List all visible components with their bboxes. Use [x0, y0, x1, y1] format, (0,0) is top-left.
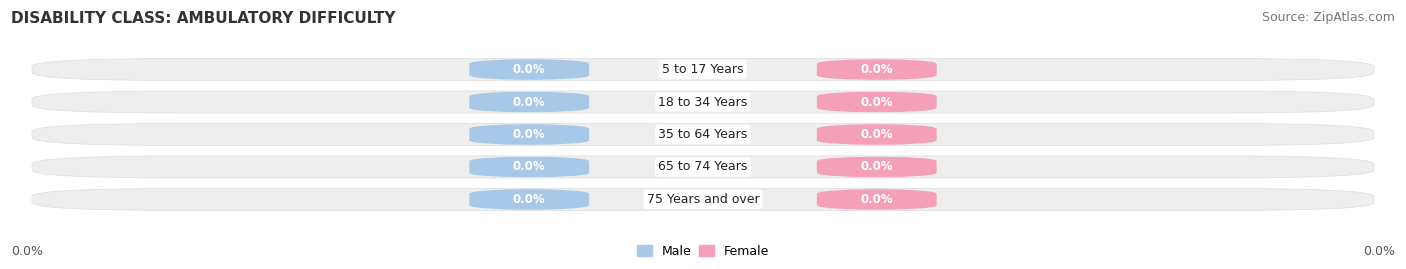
Text: 0.0%: 0.0% — [513, 128, 546, 141]
Text: 65 to 74 Years: 65 to 74 Years — [658, 161, 748, 174]
FancyBboxPatch shape — [470, 91, 589, 113]
Text: 0.0%: 0.0% — [860, 63, 893, 76]
FancyBboxPatch shape — [470, 156, 589, 178]
Text: 0.0%: 0.0% — [860, 95, 893, 108]
FancyBboxPatch shape — [817, 59, 936, 80]
FancyBboxPatch shape — [32, 156, 1374, 178]
Text: 0.0%: 0.0% — [860, 128, 893, 141]
FancyBboxPatch shape — [817, 124, 936, 145]
FancyBboxPatch shape — [470, 124, 589, 145]
Text: 0.0%: 0.0% — [513, 95, 546, 108]
FancyBboxPatch shape — [32, 123, 1374, 146]
FancyBboxPatch shape — [817, 91, 936, 113]
FancyBboxPatch shape — [817, 189, 936, 210]
Text: 35 to 64 Years: 35 to 64 Years — [658, 128, 748, 141]
Text: 5 to 17 Years: 5 to 17 Years — [662, 63, 744, 76]
FancyBboxPatch shape — [32, 91, 1374, 113]
Text: 0.0%: 0.0% — [1362, 245, 1395, 258]
Text: 0.0%: 0.0% — [860, 161, 893, 174]
Text: 18 to 34 Years: 18 to 34 Years — [658, 95, 748, 108]
Legend: Male, Female: Male, Female — [631, 240, 775, 263]
Text: 0.0%: 0.0% — [860, 193, 893, 206]
FancyBboxPatch shape — [32, 58, 1374, 81]
Text: 0.0%: 0.0% — [513, 161, 546, 174]
Text: DISABILITY CLASS: AMBULATORY DIFFICULTY: DISABILITY CLASS: AMBULATORY DIFFICULTY — [11, 11, 395, 26]
FancyBboxPatch shape — [817, 156, 936, 178]
FancyBboxPatch shape — [32, 188, 1374, 211]
Text: 0.0%: 0.0% — [513, 63, 546, 76]
FancyBboxPatch shape — [470, 59, 589, 80]
Text: Source: ZipAtlas.com: Source: ZipAtlas.com — [1261, 11, 1395, 24]
FancyBboxPatch shape — [470, 189, 589, 210]
Text: 0.0%: 0.0% — [513, 193, 546, 206]
Text: 0.0%: 0.0% — [11, 245, 44, 258]
Text: 75 Years and over: 75 Years and over — [647, 193, 759, 206]
